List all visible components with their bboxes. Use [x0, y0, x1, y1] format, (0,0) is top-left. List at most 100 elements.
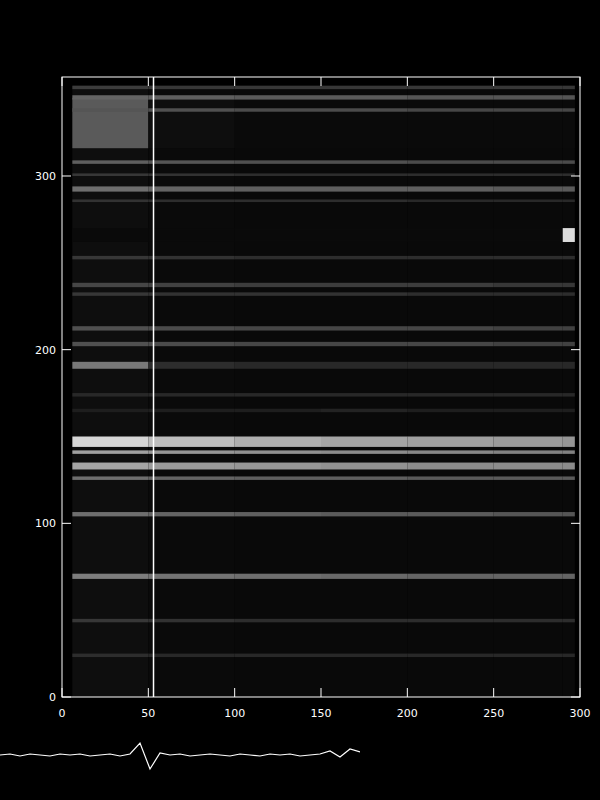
heatmap-cell [407, 256, 493, 259]
heatmap-cell [148, 86, 234, 697]
heatmap-cell [494, 98, 563, 148]
y-tick-label: 100 [35, 517, 56, 530]
heatmap-cell [321, 326, 407, 330]
heatmap-cell [407, 393, 493, 396]
heatmap-cell [494, 199, 563, 202]
heatmap-cell [494, 362, 563, 369]
heatmap-cell [72, 450, 148, 453]
heatmap-cell [235, 86, 321, 697]
x-tick-top [148, 77, 149, 86]
heatmap-cell [407, 95, 493, 99]
y-tick [62, 175, 71, 176]
heatmap-cell [72, 619, 148, 622]
heatmap-cell [563, 450, 575, 453]
heatmap-cell [494, 292, 563, 295]
heatmap-cell [321, 619, 407, 622]
heatmap-cell [235, 228, 321, 242]
heatmap-cell [72, 512, 148, 516]
heatmap-cell [321, 436, 407, 446]
x-tick-label: 50 [141, 707, 155, 720]
heatmap-cell [407, 463, 493, 470]
heatmap-cell [72, 86, 148, 89]
heatmap-cell [321, 342, 407, 346]
heatmap-cell [148, 463, 234, 470]
x-tick-label: 300 [570, 707, 591, 720]
heatmap-cell [148, 199, 234, 202]
heatmap-cell [563, 409, 575, 412]
heatmap-cell [321, 362, 407, 369]
heatmap-cell [72, 393, 148, 396]
heatmap-cell [321, 393, 407, 396]
heatmap-cell [494, 186, 563, 191]
heatmap-cell [563, 283, 575, 287]
heatmap-cell [494, 512, 563, 516]
heatmap-cell [407, 574, 493, 579]
heatmap-cell [72, 98, 148, 148]
heatmap-cell [563, 256, 575, 259]
heatmap-cell [235, 95, 321, 99]
heatmap-cell [148, 173, 234, 176]
heatmap-cell [235, 393, 321, 396]
heatmap-cell [235, 283, 321, 287]
y-tick [62, 697, 71, 698]
x-tick-top [321, 77, 322, 86]
heatmap-cell [407, 173, 493, 176]
heatmap-cell [321, 108, 407, 111]
heatmap-cell [563, 199, 575, 202]
heatmap-cell [235, 292, 321, 295]
heatmap-cell [72, 362, 148, 369]
heatmap-cell [148, 98, 234, 148]
heatmap-cell [321, 476, 407, 479]
heatmap-cell [563, 292, 575, 295]
heatmap-cell [72, 326, 148, 330]
heatmap-cell [494, 436, 563, 446]
heatmap-cell [72, 476, 148, 479]
heatmap-cell [563, 326, 575, 330]
heatmap-cell [563, 86, 575, 697]
heatmap-cell [407, 362, 493, 369]
heatmap-cell [407, 98, 493, 148]
heatmap-cell [148, 256, 234, 259]
heatmap-cell [72, 342, 148, 346]
heatmap-cell [235, 173, 321, 176]
x-tick-top [407, 77, 408, 86]
heatmap-cell [148, 292, 234, 295]
heatmap-cell [321, 160, 407, 163]
heatmap-cell [563, 108, 575, 111]
heatmap-cell [72, 173, 148, 176]
heatmap-cell [72, 228, 148, 242]
heatmap-cell [235, 409, 321, 412]
heatmap-cell [148, 654, 234, 657]
heatmap-cell [494, 574, 563, 579]
heatmap-cell [407, 86, 493, 697]
heatmap-cell [235, 199, 321, 202]
heatmap-cell [321, 86, 407, 697]
y-tick-label: 300 [35, 170, 56, 183]
heatmap-cell [494, 256, 563, 259]
heatmap-cell [235, 619, 321, 622]
heatmap-cell [407, 186, 493, 191]
heatmap-cell [563, 436, 575, 446]
heatmap-cell [563, 476, 575, 479]
heatmap-cell [72, 160, 148, 163]
heatmap-cell [148, 86, 234, 89]
x-tick [407, 688, 408, 697]
heatmap-cell [494, 450, 563, 453]
heatmap-cell [72, 256, 148, 259]
heatmap-cell [235, 654, 321, 657]
x-tick [148, 688, 149, 697]
heatmap-cell [407, 654, 493, 657]
heatmap-cell [407, 108, 493, 111]
heatmap-cell [494, 654, 563, 657]
heatmap-cell [407, 283, 493, 287]
heatmap-cell [148, 450, 234, 453]
heatmap-cell [563, 342, 575, 346]
heatmap-cell [494, 228, 563, 242]
heatmap-cell [407, 228, 493, 242]
heatmap-cell [321, 256, 407, 259]
heatmap-cell [148, 186, 234, 191]
heatmap-cell [148, 574, 234, 579]
heatmap-cell [563, 95, 575, 99]
y-tick-right [571, 523, 580, 524]
heatmap-cell [321, 512, 407, 516]
